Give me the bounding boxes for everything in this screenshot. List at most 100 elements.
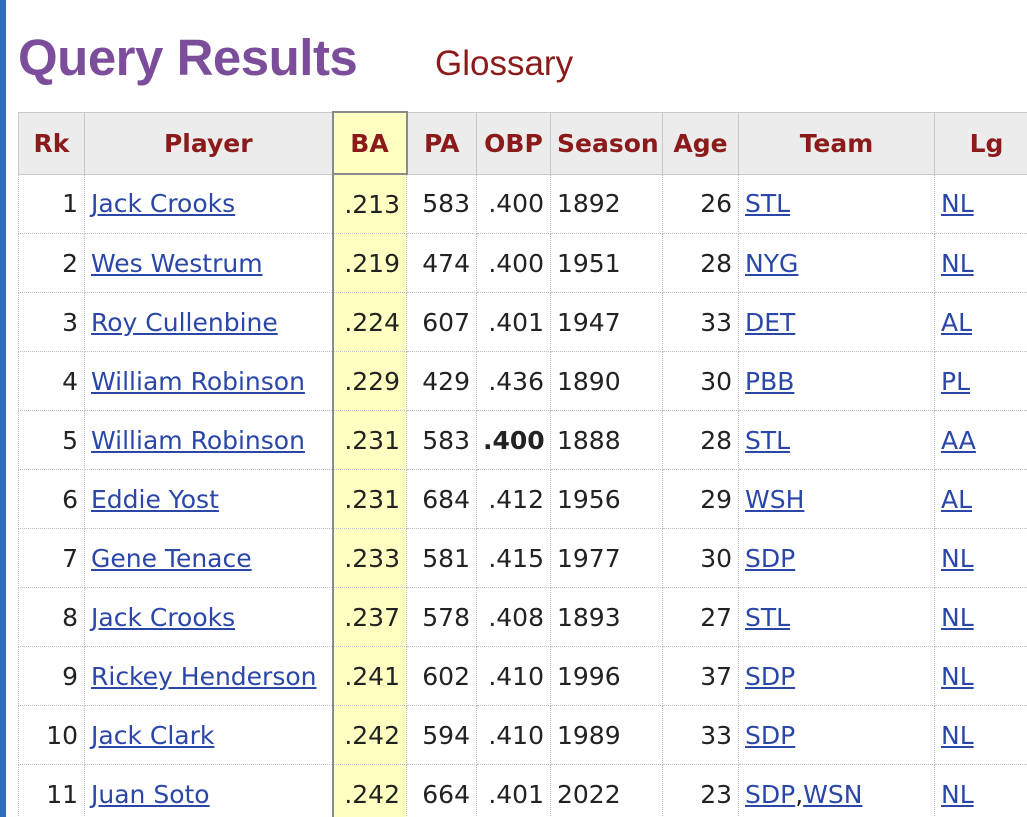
team-cell: STL (738, 587, 935, 647)
obp-cell: .400 (476, 173, 551, 234)
table-row: 2 Wes Westrum .219 474.400 1951 28 NYG NL (18, 233, 1027, 293)
season-cell: 1989 (550, 705, 663, 765)
season-cell: 2022 (550, 764, 663, 817)
league-link[interactable]: NL (941, 543, 974, 573)
column-header-pa[interactable]: PA (406, 111, 477, 175)
pa-cell: 429 (406, 351, 477, 411)
team-link[interactable]: STL (745, 602, 791, 632)
column-header-player[interactable]: Player (84, 111, 333, 175)
pa-cell: 594 (406, 705, 477, 765)
team-link[interactable]: SDP (745, 543, 796, 573)
column-header-age[interactable]: Age (662, 111, 739, 175)
column-header-season[interactable]: Season (550, 111, 663, 175)
obp-cell: .401 (476, 764, 551, 817)
ba-cell: .219 (331, 233, 407, 293)
league-link[interactable]: NL (941, 602, 974, 632)
league-link[interactable]: NL (941, 248, 974, 278)
team-link[interactable]: STL (745, 425, 791, 455)
player-cell: William Robinson (84, 351, 333, 411)
column-header-lg[interactable]: Lg (934, 111, 1027, 175)
column-header-ba[interactable]: BA (331, 111, 408, 175)
table-row: 5 William Robinson .231 583.400 1888 28 STL AA (18, 410, 1027, 470)
league-cell: AL (934, 292, 1027, 352)
pa-cell: 474 (406, 233, 477, 293)
team-link[interactable]: DET (745, 307, 796, 337)
table-row: 11 Juan Soto .242 664.401 2022 23 SDP,WSN NL (18, 764, 1027, 817)
rank-cell: 10 (18, 705, 85, 765)
league-cell: PL (934, 351, 1027, 411)
age-cell: 33 (662, 705, 739, 765)
team-link[interactable]: STL (745, 189, 791, 219)
player-link[interactable]: Jack Clark (91, 720, 215, 750)
table-row: 10 Jack Clark .242 594.410 1989 33 SDP NL (18, 705, 1027, 765)
league-link[interactable]: NL (941, 661, 974, 691)
player-link[interactable]: Wes Westrum (91, 248, 263, 278)
player-link[interactable]: Eddie Yost (91, 484, 219, 514)
team-cell: SDP (738, 646, 935, 706)
rank-cell: 5 (18, 410, 85, 470)
player-cell: Roy Cullenbine (84, 292, 333, 352)
table-body: 1 Jack Crooks .213 583.400 1892 26 STL NL 2 Wes W… (18, 173, 1027, 817)
obp-cell: .410 (476, 705, 551, 765)
team-link[interactable]: PBB (745, 366, 795, 396)
player-cell: Eddie Yost (84, 469, 333, 529)
age-cell: 23 (662, 764, 739, 817)
player-link[interactable]: Roy Cullenbine (91, 307, 278, 337)
age-cell: 37 (662, 646, 739, 706)
league-cell: NL (934, 173, 1027, 234)
table-row: 1 Jack Crooks .213 583.400 1892 26 STL NL (18, 173, 1027, 234)
player-link[interactable]: Juan Soto (91, 779, 210, 809)
column-header-obp[interactable]: OBP (476, 111, 551, 175)
team-cell: SDP (738, 528, 935, 588)
obp-cell: .412 (476, 469, 551, 529)
glossary-link[interactable]: Glossary (435, 44, 574, 83)
league-cell: NL (934, 587, 1027, 647)
page-title: Query Results (18, 29, 358, 86)
obp-cell: .410 (476, 646, 551, 706)
rank-cell: 8 (18, 587, 85, 647)
team-cell: STL (738, 173, 935, 234)
team-cell: PBB (738, 351, 935, 411)
ba-cell: .224 (331, 292, 407, 352)
team-link[interactable]: NYG (745, 248, 799, 278)
league-link[interactable]: PL (941, 366, 971, 396)
league-link[interactable]: NL (941, 720, 974, 750)
team-link[interactable]: SDP (745, 779, 796, 809)
league-cell: AA (934, 410, 1027, 470)
age-cell: 33 (662, 292, 739, 352)
league-link[interactable]: AL (941, 484, 973, 514)
pa-cell: 583 (406, 410, 477, 470)
league-link[interactable]: NL (941, 189, 974, 219)
age-cell: 29 (662, 469, 739, 529)
age-cell: 30 (662, 351, 739, 411)
pa-cell: 578 (406, 587, 477, 647)
player-cell: Jack Crooks (84, 173, 333, 234)
league-link[interactable]: AL (941, 307, 973, 337)
ba-cell: .229 (331, 351, 407, 411)
player-link[interactable]: Jack Crooks (91, 602, 236, 632)
column-header-rk[interactable]: Rk (18, 111, 85, 175)
season-cell: 1996 (550, 646, 663, 706)
ba-cell: .231 (331, 469, 407, 529)
league-link[interactable]: AA (941, 425, 976, 455)
player-link[interactable]: William Robinson (91, 366, 305, 396)
column-header-team[interactable]: Team (738, 111, 935, 175)
team-cell: WSH (738, 469, 935, 529)
pa-cell: 607 (406, 292, 477, 352)
player-link[interactable]: Rickey Henderson (91, 661, 317, 691)
league-cell: AL (934, 469, 1027, 529)
league-link[interactable]: NL (941, 779, 974, 809)
season-cell: 1956 (550, 469, 663, 529)
rank-cell: 1 (18, 173, 85, 234)
player-link[interactable]: William Robinson (91, 425, 305, 455)
player-link[interactable]: Jack Crooks (91, 189, 236, 219)
pa-cell: 583 (406, 173, 477, 234)
player-link[interactable]: Gene Tenace (91, 543, 252, 573)
age-cell: 28 (662, 233, 739, 293)
pa-cell: 684 (406, 469, 477, 529)
team-link[interactable]: WSH (745, 484, 805, 514)
pa-cell: 581 (406, 528, 477, 588)
team-link[interactable]: WSN (803, 779, 863, 809)
team-link[interactable]: SDP (745, 661, 796, 691)
team-link[interactable]: SDP (745, 720, 796, 750)
